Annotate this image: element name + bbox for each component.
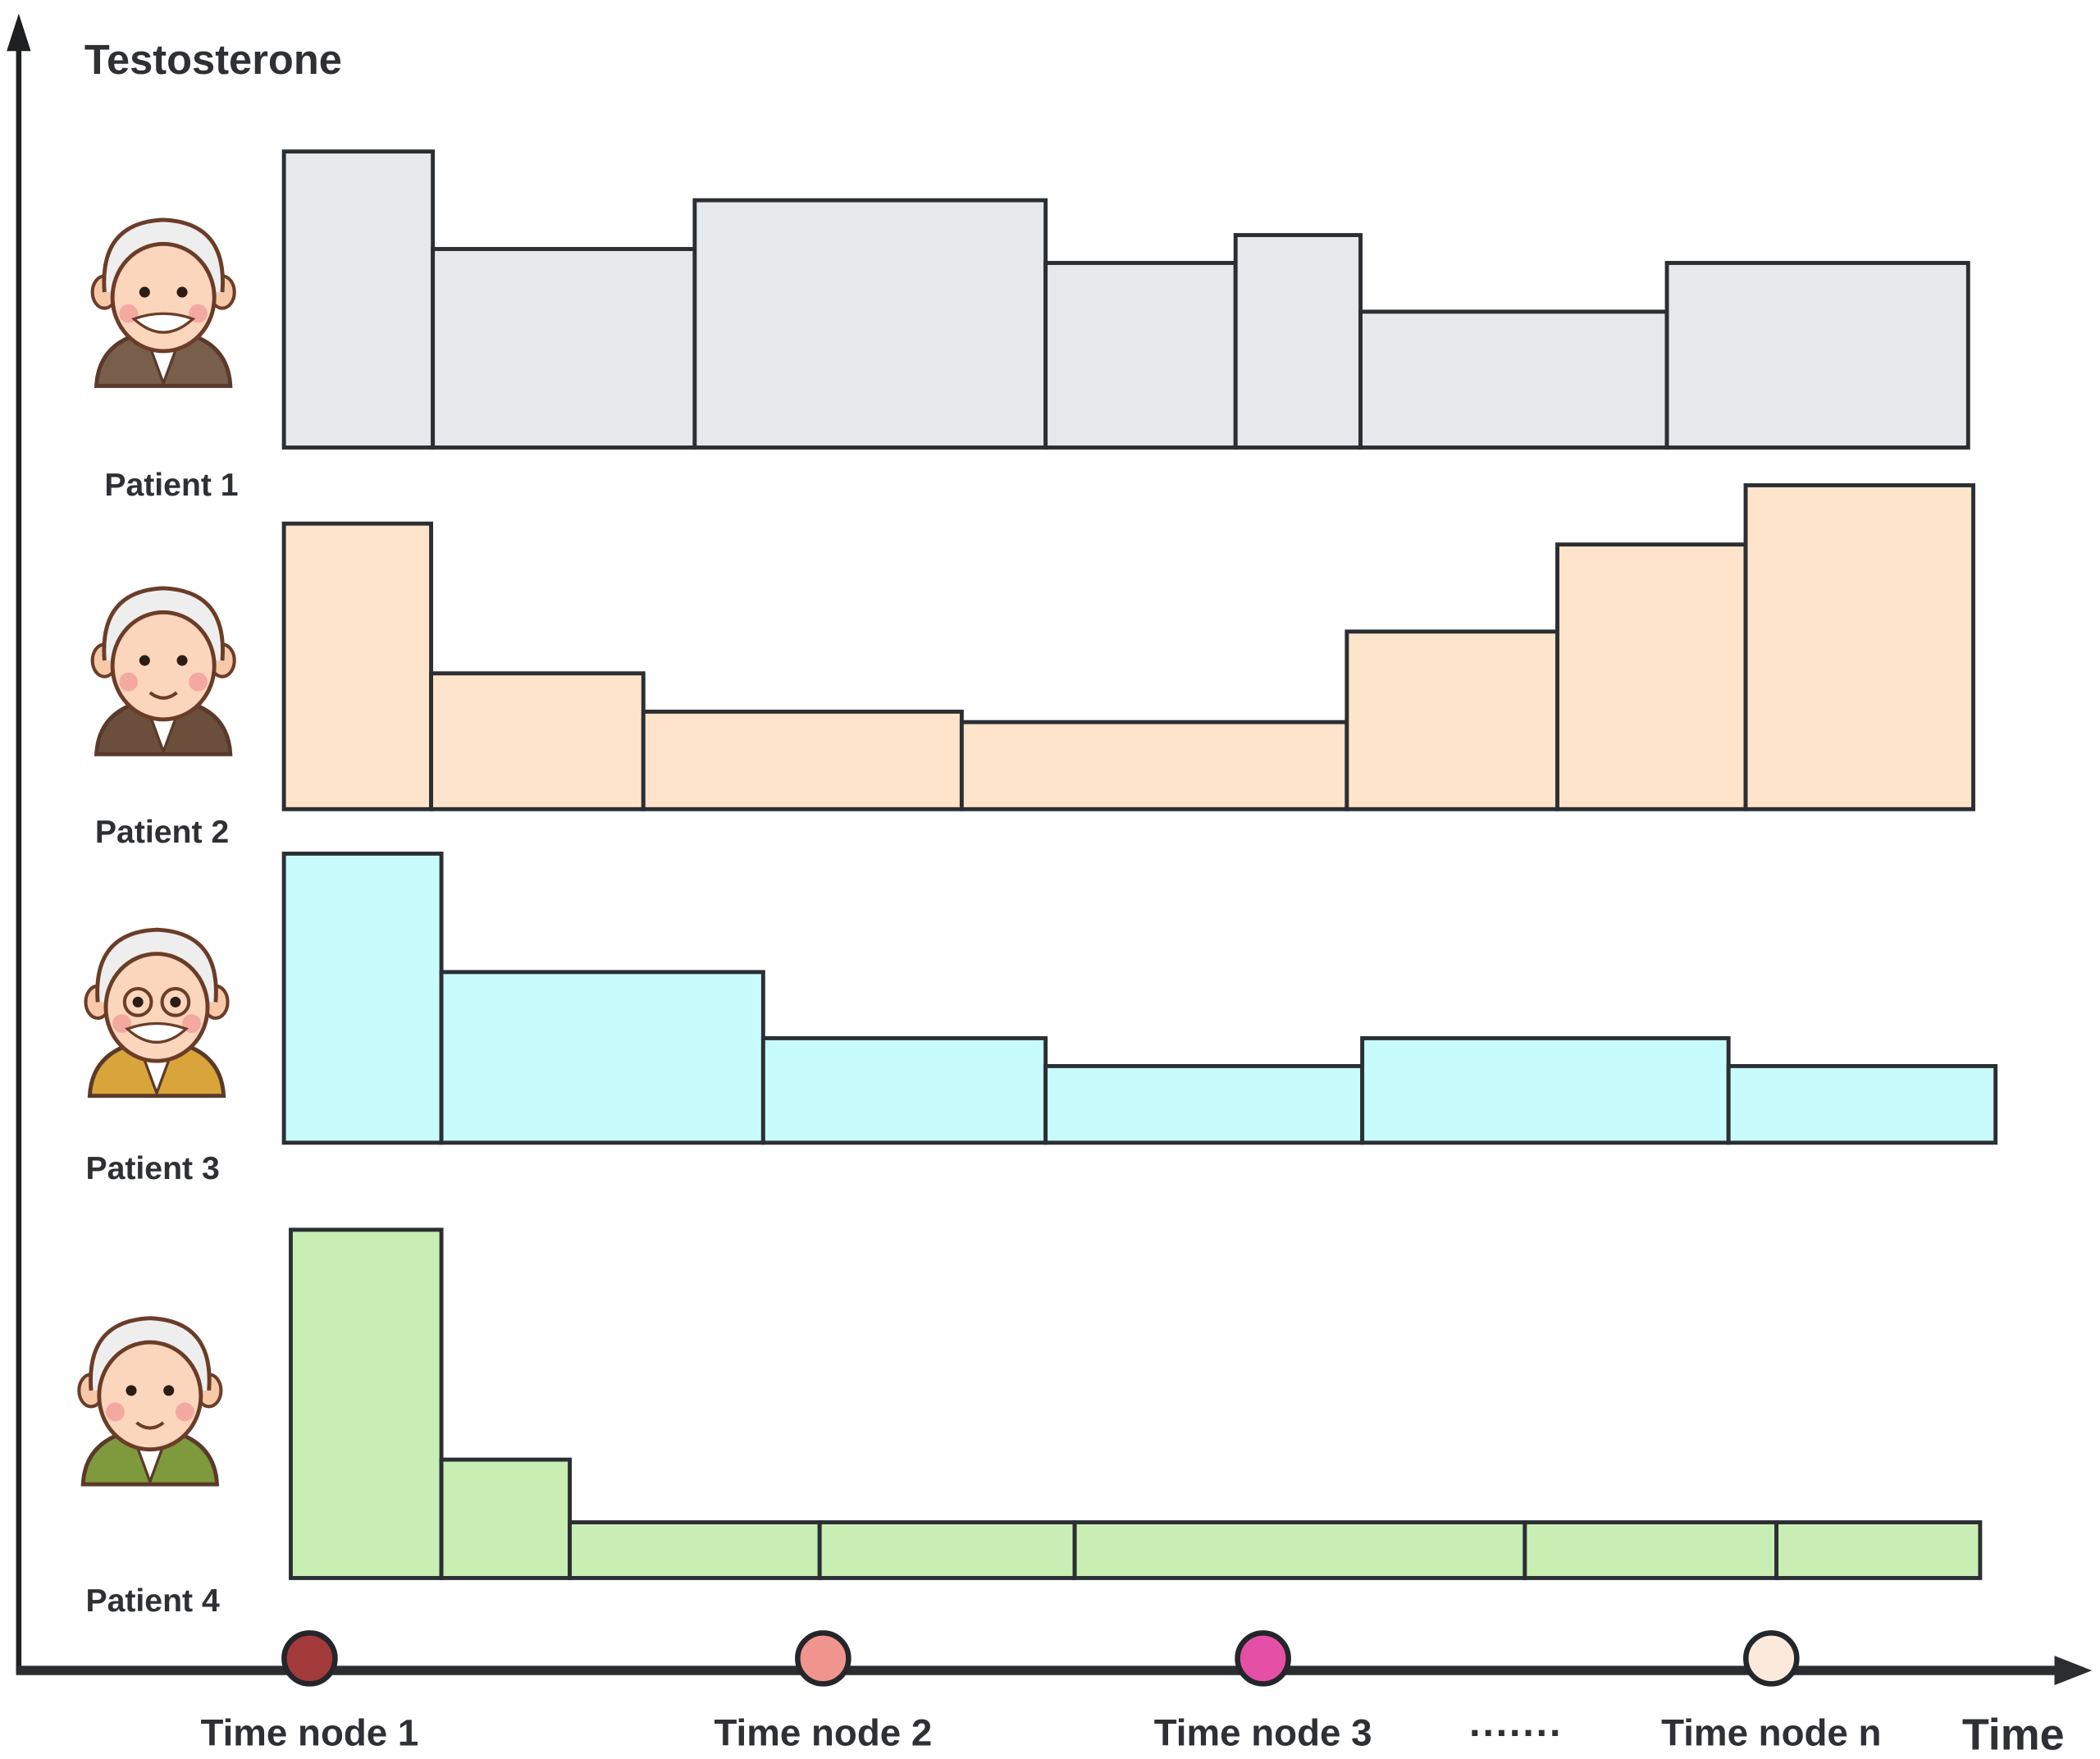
- patient-label: Patient 1: [104, 468, 238, 503]
- bar-segment: [1774, 1520, 1983, 1580]
- time-node-marker: [1743, 1630, 1800, 1687]
- bar-segment: [959, 720, 1349, 811]
- bar-segment: [1072, 1520, 1527, 1580]
- patient-2-series: [281, 483, 1975, 811]
- bar-segment: [692, 198, 1048, 450]
- bar-segment: [1522, 1520, 1779, 1580]
- bar-segment: [1726, 1063, 1998, 1145]
- bar-segment: [281, 521, 434, 811]
- time-node-marker: [281, 1630, 338, 1687]
- time-node-label: Time node 2: [714, 1712, 932, 1754]
- time-node-marker: [1235, 1630, 1291, 1687]
- bar-segment: [439, 1457, 573, 1580]
- bar-segment: [429, 671, 646, 811]
- bar-segment: [760, 1036, 1048, 1145]
- smiling-elder-icon: [90, 586, 236, 756]
- time-node-marker: [795, 1630, 851, 1687]
- bar-segment: [289, 1227, 444, 1580]
- patient-1-series: [281, 149, 1970, 450]
- bar-segment: [817, 1520, 1077, 1580]
- elder-woman-icon: [77, 1316, 223, 1487]
- bar-segment: [1043, 1063, 1365, 1145]
- bar-segment: [1360, 1036, 1731, 1145]
- x-axis-label: Time: [1962, 1710, 2065, 1759]
- bar-segment: [431, 247, 697, 450]
- patient-4-series: [289, 1227, 1983, 1580]
- bar-segment: [1043, 261, 1238, 450]
- chart-title: Testosterone: [84, 36, 342, 83]
- patient-label: Patient 2: [95, 815, 229, 850]
- bar-segment: [1664, 261, 1970, 450]
- glasses-elder-icon: [84, 927, 230, 1099]
- patient-3-series: [281, 852, 1998, 1145]
- ellipsis: ·······: [1469, 1711, 1563, 1756]
- bar-segment: [439, 970, 765, 1145]
- time-node-label: Time node 1: [201, 1712, 419, 1754]
- time-node-label: Time node n: [1661, 1712, 1881, 1754]
- bar-segment: [1555, 542, 1748, 811]
- bar-segment: [281, 852, 444, 1145]
- bar-segment: [641, 709, 964, 811]
- bar-segment: [1233, 233, 1363, 450]
- bar-segment: [1344, 629, 1559, 811]
- bar-segment: [281, 149, 436, 450]
- bar-segment: [1743, 483, 1975, 811]
- time-node-label: Time node 3: [1154, 1712, 1372, 1754]
- y-axis-arrow-icon: [7, 13, 31, 52]
- x-axis-arrow-icon: [2054, 1656, 2093, 1686]
- patient-label: Patient 3: [85, 1151, 219, 1186]
- bar-segment: [1358, 309, 1669, 450]
- patient-label: Patient 4: [85, 1583, 219, 1619]
- bearded-elder-icon: [90, 217, 236, 388]
- bar-segment: [568, 1520, 822, 1580]
